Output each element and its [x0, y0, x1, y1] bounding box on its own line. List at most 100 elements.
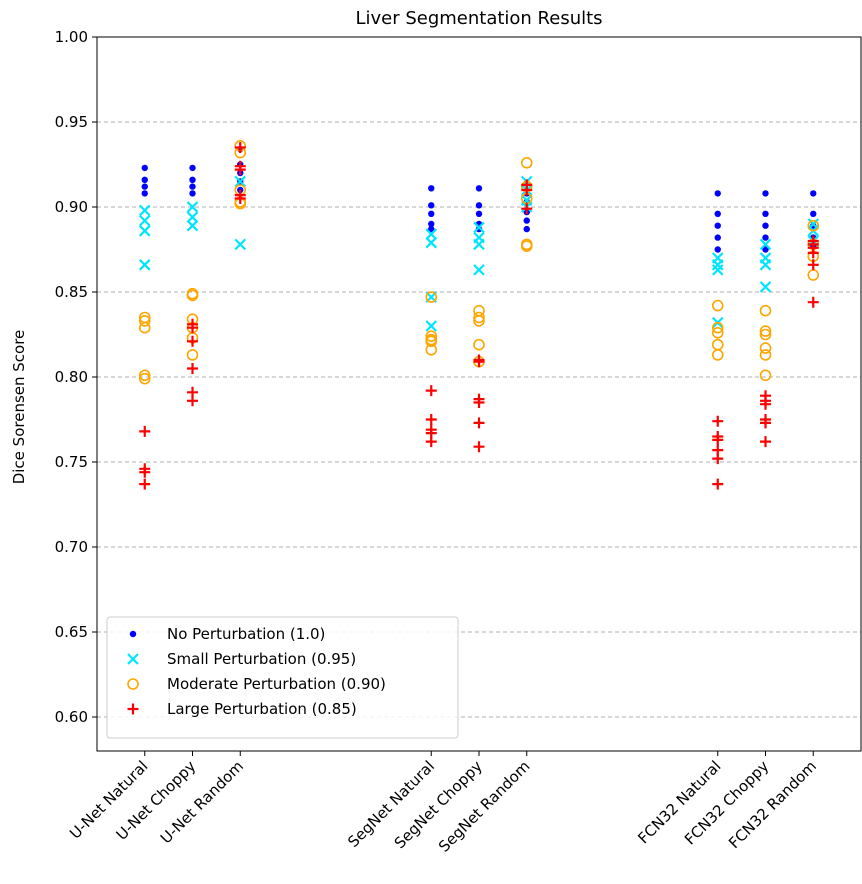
data-point	[714, 234, 721, 241]
data-point	[187, 395, 198, 407]
data-point	[139, 478, 151, 490]
y-tick-label: 0.75	[55, 453, 88, 471]
x-tick-label: SegNet Random	[435, 757, 534, 856]
y-tick-label: 0.95	[55, 113, 88, 131]
data-point	[234, 142, 246, 153]
data-point	[810, 210, 817, 217]
data-point	[187, 335, 198, 347]
data-point	[759, 259, 772, 271]
data-point	[759, 349, 772, 361]
y-tick-label: 0.80	[55, 368, 88, 386]
data-point	[473, 264, 485, 276]
data-point	[428, 225, 435, 233]
data-point	[428, 185, 435, 192]
legend: No Perturbation (1.0) Small Perturbation …	[106, 616, 459, 739]
data-point	[138, 315, 151, 327]
x-tick-label: U-Net Random	[157, 757, 247, 847]
data-point	[141, 164, 148, 172]
data-marks	[138, 140, 820, 490]
data-point	[711, 349, 724, 361]
data-point	[138, 214, 151, 227]
data-point	[807, 247, 819, 259]
data-point	[711, 299, 724, 312]
data-point	[712, 453, 724, 465]
data-point	[712, 415, 724, 427]
data-point	[520, 240, 533, 252]
data-point	[760, 436, 771, 448]
data-point	[475, 185, 483, 192]
data-point	[714, 210, 721, 217]
legend-label: Moderate Perturbation (0.90)	[167, 675, 386, 693]
data-point	[762, 210, 769, 217]
data-point	[810, 190, 817, 197]
legend-marker	[127, 703, 139, 715]
data-point	[428, 202, 435, 209]
data-point	[189, 176, 196, 183]
data-point	[425, 291, 438, 303]
data-point	[234, 238, 247, 251]
y-tick-label: 0.70	[55, 538, 88, 556]
data-point	[759, 369, 772, 382]
data-point	[762, 190, 769, 197]
data-point	[807, 219, 820, 232]
data-point	[714, 246, 721, 253]
y-axis: 0.60 0.65 0.70 0.75 0.80 0.85 0.90 0.95 1.00	[55, 28, 97, 726]
y-tick-label: 0.85	[55, 283, 88, 301]
data-point	[138, 259, 151, 271]
data-point	[473, 221, 485, 234]
data-point	[138, 204, 151, 217]
series-1	[138, 175, 820, 332]
data-point	[711, 326, 724, 339]
data-point	[425, 228, 438, 240]
data-point	[425, 236, 438, 249]
data-point	[762, 234, 769, 241]
data-point	[711, 264, 724, 276]
x-tick-label: SegNet Choppy	[391, 757, 486, 852]
data-point	[759, 328, 772, 341]
data-point	[186, 201, 199, 213]
data-point	[759, 281, 772, 293]
data-point	[711, 321, 724, 334]
data-point	[186, 211, 199, 223]
data-point	[807, 269, 820, 281]
x-tick-label: FCN32 Natural	[634, 757, 724, 847]
y-tick-label: 0.65	[55, 623, 88, 641]
legend-marker	[127, 653, 139, 665]
data-point	[138, 372, 151, 385]
data-point	[186, 349, 199, 361]
x-tick-label: FCN32 Random	[725, 757, 820, 852]
x-tick-label: FCN32 Choppy	[681, 757, 772, 848]
data-point	[425, 436, 437, 448]
data-point	[807, 259, 819, 271]
chart-title: Liver Segmentation Results	[355, 8, 602, 29]
data-point	[759, 342, 772, 354]
legend-marker	[129, 630, 137, 638]
data-point	[186, 219, 199, 232]
y-axis-label: Dice Sorensen Score	[10, 330, 28, 485]
data-point	[759, 304, 772, 317]
data-point	[138, 369, 151, 382]
legend-label: Small Perturbation (0.95)	[167, 650, 356, 668]
data-point	[425, 385, 437, 397]
data-point	[523, 217, 530, 224]
data-point	[759, 325, 772, 337]
legend-label: Large Perturbation (0.85)	[167, 700, 357, 718]
data-point	[425, 335, 438, 348]
data-point	[186, 289, 199, 302]
data-point	[138, 225, 151, 237]
legend-marker	[127, 678, 139, 690]
data-point	[759, 238, 772, 251]
data-point	[475, 202, 483, 209]
data-point	[520, 157, 533, 169]
data-point	[762, 246, 769, 253]
data-point	[473, 311, 485, 324]
y-tick-label: 0.60	[55, 708, 88, 726]
data-point	[711, 338, 724, 351]
data-point	[234, 175, 247, 188]
data-point	[138, 321, 151, 334]
data-point	[762, 222, 769, 229]
data-point	[234, 193, 246, 204]
y-tick-label: 1.00	[55, 28, 88, 46]
data-point	[234, 164, 246, 176]
data-point	[521, 203, 533, 215]
